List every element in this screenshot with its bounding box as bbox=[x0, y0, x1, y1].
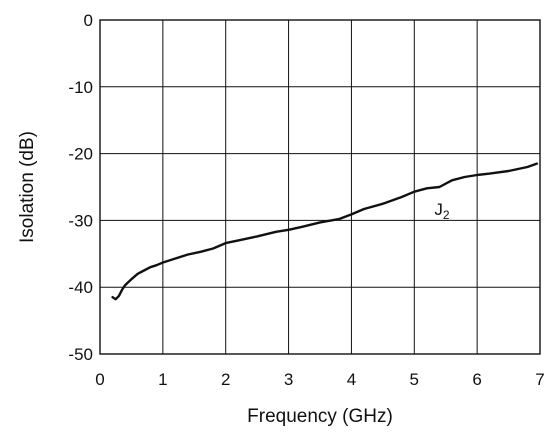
isolation-series-line bbox=[111, 162, 539, 301]
grid bbox=[100, 20, 540, 354]
x-tick-label: 0 bbox=[95, 370, 104, 389]
series-annotation-j2: J2 bbox=[434, 200, 450, 222]
annotation-base: J bbox=[434, 200, 443, 219]
y-tick-label: 0 bbox=[84, 11, 93, 30]
x-tick-label: 3 bbox=[284, 370, 293, 389]
x-tick-label: 6 bbox=[472, 370, 481, 389]
y-tick-label: -10 bbox=[68, 78, 93, 97]
y-axis-title: Isolation (dB) bbox=[17, 131, 38, 243]
x-tick-label: 4 bbox=[347, 370, 356, 389]
x-axis-title: Frequency (GHz) bbox=[247, 406, 393, 427]
y-tick-label: -30 bbox=[68, 211, 93, 230]
y-tick-label: -20 bbox=[68, 145, 93, 164]
x-tick-label: 1 bbox=[158, 370, 167, 389]
y-tick-labels: 0 -10 -20 -30 -40 -50 bbox=[68, 11, 93, 364]
y-tick-label: -40 bbox=[68, 278, 93, 297]
y-tick-label: -50 bbox=[68, 345, 93, 364]
annotation-subscript: 2 bbox=[443, 208, 450, 222]
x-tick-label: 7 bbox=[535, 370, 544, 389]
x-tick-labels: 0 1 2 3 4 5 6 7 bbox=[95, 370, 544, 389]
x-tick-label: 5 bbox=[410, 370, 419, 389]
x-tick-label: 2 bbox=[221, 370, 230, 389]
plot-frame bbox=[99, 19, 541, 355]
